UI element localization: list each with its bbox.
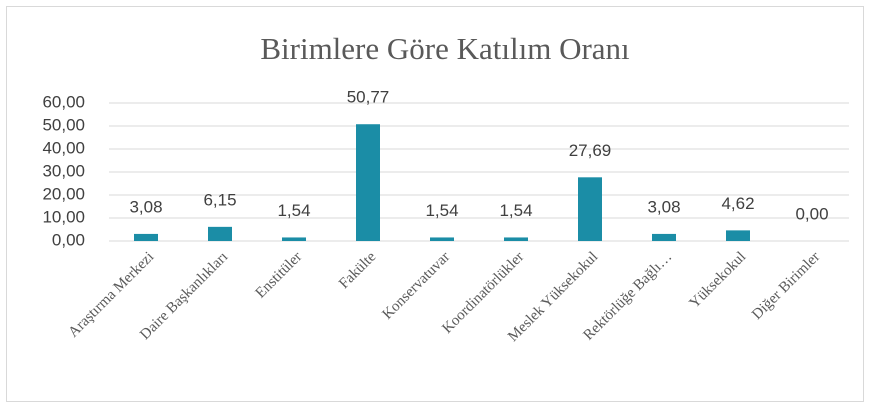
value-label: 3,08 <box>647 197 680 216</box>
y-tick-label: 60,00 <box>42 92 85 111</box>
value-label: 0,00 <box>795 204 828 223</box>
y-tick-label: 40,00 <box>42 138 85 157</box>
chart-border <box>6 6 864 402</box>
y-tick-label: 30,00 <box>42 161 85 180</box>
bar <box>134 233 158 241</box>
bar <box>282 237 306 241</box>
value-label: 50,77 <box>347 88 390 107</box>
bar <box>726 230 750 241</box>
value-label: 4,62 <box>721 194 754 213</box>
value-label: 27,69 <box>569 141 612 160</box>
bar <box>208 226 232 241</box>
value-label: 3,08 <box>129 197 162 216</box>
bar <box>578 177 602 241</box>
bar <box>356 124 380 241</box>
value-label: 1,54 <box>277 201 310 220</box>
chart-title: Birimlere Göre Katılım Oranı <box>260 31 630 66</box>
value-label: 6,15 <box>203 190 236 209</box>
bar <box>652 233 676 241</box>
value-label: 1,54 <box>499 201 532 220</box>
bar <box>430 237 454 241</box>
y-tick-label: 0,00 <box>52 230 85 249</box>
y-tick-label: 20,00 <box>42 184 85 203</box>
y-tick-label: 50,00 <box>42 115 85 134</box>
value-label: 1,54 <box>425 201 458 220</box>
bar <box>504 237 528 241</box>
y-tick-label: 10,00 <box>42 207 85 226</box>
